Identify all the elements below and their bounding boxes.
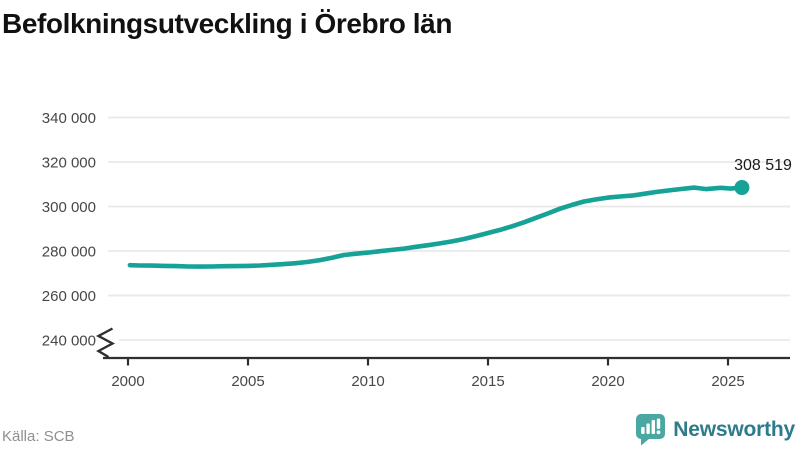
x-tick-label: 2000 bbox=[111, 373, 144, 390]
x-tick-label: 2005 bbox=[231, 373, 264, 390]
x-tick-label: 2010 bbox=[351, 373, 384, 390]
end-point-marker bbox=[734, 180, 750, 196]
source-note: Källa: SCB bbox=[2, 428, 75, 445]
y-tick-label: 280 000 bbox=[42, 243, 96, 260]
population-line bbox=[127, 185, 745, 269]
page-title: Befolkningsutveckling i Örebro län bbox=[2, 8, 453, 39]
y-tick-label: 240 000 bbox=[42, 332, 96, 349]
x-tick-label: 2015 bbox=[471, 373, 504, 390]
y-tick-label: 260 000 bbox=[42, 288, 96, 305]
y-tick-label: 320 000 bbox=[42, 154, 96, 171]
y-tick-label: 340 000 bbox=[42, 110, 96, 127]
newsworthy-bubble-chart-icon bbox=[636, 414, 666, 446]
axis-break-icon bbox=[95, 327, 116, 359]
x-tick-label: 2025 bbox=[711, 373, 744, 390]
newsworthy-logo: Newsworthy bbox=[635, 413, 795, 446]
newsworthy-wordmark: Newsworthy bbox=[673, 417, 795, 441]
x-tick-label: 2020 bbox=[591, 373, 624, 390]
end-value-label: 308 519 bbox=[734, 157, 792, 174]
y-tick-label: 300 000 bbox=[42, 199, 96, 216]
